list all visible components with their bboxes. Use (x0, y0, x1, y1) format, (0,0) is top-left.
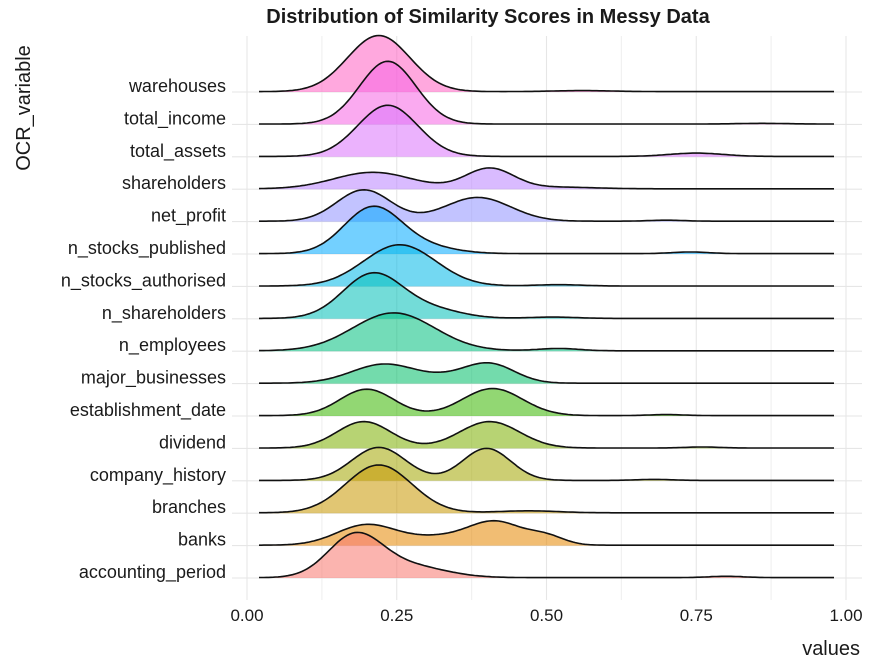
ridge-shareholders (258, 167, 834, 190)
ridge-area (259, 532, 834, 578)
y-tick-label: n_employees (119, 335, 226, 356)
ridge-n-stocks-authorised (259, 244, 834, 287)
ridge-area (259, 312, 834, 352)
x-tick-labels: 0.00 0.25 0.50 0.75 1.00 (230, 606, 862, 625)
ridge-outline (258, 167, 834, 190)
ridge-dividend (259, 420, 834, 449)
x-tick-label: 0.25 (380, 606, 413, 625)
y-tick-label: n_stocks_authorised (61, 270, 226, 291)
ridge-company-history (259, 446, 834, 482)
y-tick-label: total_assets (130, 141, 226, 162)
ridge-area (259, 206, 834, 254)
x-tick-label: 0.75 (680, 606, 713, 625)
ridge-area (259, 167, 834, 190)
ridge-area (259, 272, 834, 319)
y-tick-label: warehouses (128, 76, 226, 96)
ridge-branches (259, 464, 834, 514)
ridge-outline (259, 60, 834, 125)
y-tick-labels: warehouses total_income total_assetsshareh… (61, 76, 226, 583)
ridge-total-assets (259, 104, 834, 158)
ridge-n-stocks-published (259, 205, 834, 255)
y-tick-label: dividend (159, 432, 226, 452)
ridge-outline (259, 34, 834, 93)
ridge-area (259, 105, 834, 157)
y-tick-label: company_history (90, 465, 226, 486)
ridge-outline (259, 531, 834, 579)
y-tick-label: banks (178, 530, 226, 550)
ridge-total-income (259, 60, 834, 125)
y-tick-label: establishment_date (70, 400, 226, 421)
x-tick-label: 0.00 (230, 606, 263, 625)
y-tick-label: total_income (124, 108, 226, 129)
ridge-area (259, 244, 834, 287)
y-tick-label: major_businesses (81, 368, 226, 389)
y-tick-label: n_shareholders (102, 303, 226, 324)
ridges (258, 34, 834, 579)
ridge-outline (259, 312, 834, 352)
y-tick-label: shareholders (122, 173, 226, 193)
ridge-area (259, 421, 834, 449)
y-tick-label: branches (152, 497, 226, 517)
ridge-outline (259, 519, 834, 546)
y-axis-title: OCR_variable (13, 45, 35, 171)
x-axis-title: values (802, 638, 860, 660)
ridge-n-shareholders (259, 271, 834, 320)
ridge-outline (259, 464, 834, 514)
ridge-major-businesses (259, 362, 834, 384)
ridge-outline (259, 244, 834, 287)
y-tick-label: accounting_period (79, 562, 226, 583)
ridge-banks (259, 519, 834, 546)
ridge-area (259, 362, 834, 384)
ridge-net-profit (259, 188, 834, 222)
ridge-area (259, 61, 834, 125)
ridge-establishment-date (259, 387, 834, 417)
ridge-outline (259, 205, 834, 255)
ridge-outline (259, 387, 834, 417)
ridge-n-employees (259, 312, 834, 352)
ridge-outline (259, 188, 834, 222)
ridge-outline (259, 446, 834, 482)
ridge-outline (259, 362, 834, 384)
ridge-area (259, 388, 834, 416)
chart-title: Distribution of Similarity Scores in Mes… (266, 6, 710, 28)
ridge-area (259, 189, 834, 222)
x-tick-label: 1.00 (829, 606, 862, 625)
ridge-area (259, 447, 834, 481)
x-tick-label: 0.50 (530, 606, 563, 625)
ridge-accounting-period (259, 531, 834, 579)
ridge-outline (259, 420, 834, 449)
ridge-outline (259, 104, 834, 158)
y-tick-label: n_stocks_published (68, 238, 226, 259)
ridge-outline (259, 271, 834, 320)
y-tick-label: net_profit (151, 206, 226, 227)
